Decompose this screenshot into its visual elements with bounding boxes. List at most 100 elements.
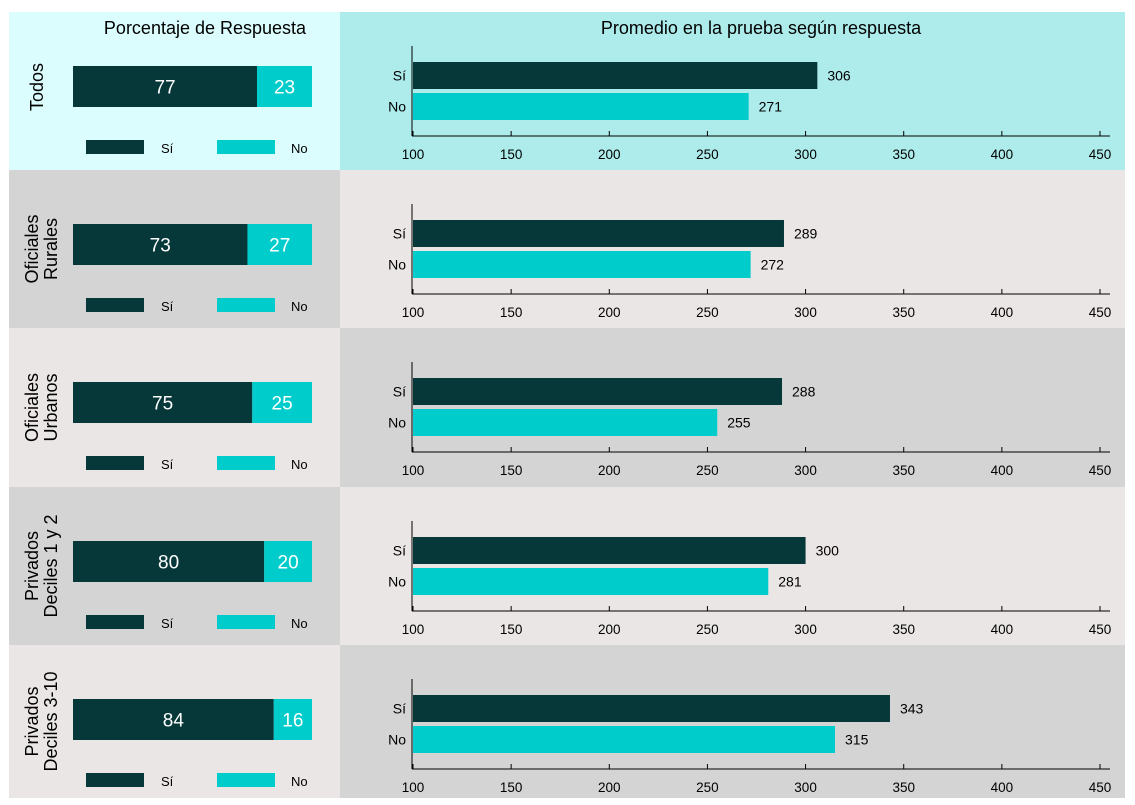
x-tick-label: 400	[991, 147, 1014, 162]
category-label-no: No	[388, 99, 406, 115]
x-tick-label: 250	[696, 305, 719, 320]
score-value-yes: 343	[900, 701, 924, 717]
x-tick-label: 100	[402, 622, 425, 637]
x-tick-label: 300	[794, 622, 817, 637]
pct-bar-yes	[73, 699, 274, 740]
pct-bar-no	[264, 541, 312, 582]
group-label: Privados	[22, 531, 42, 601]
pct-label-yes: 84	[163, 711, 185, 732]
score-bar-yes	[413, 695, 890, 722]
score-bar-no	[413, 409, 718, 436]
x-tick-label: 450	[1089, 780, 1112, 795]
category-label-yes: Sí	[393, 701, 406, 717]
category-label-no: No	[388, 732, 406, 748]
x-tick-label: 450	[1089, 622, 1112, 637]
right-panel-background	[340, 170, 1125, 328]
legend-label-yes: Sí	[161, 774, 174, 789]
score-bar-yes	[413, 378, 783, 405]
score-bar-no	[413, 726, 836, 753]
legend-label-no: No	[291, 141, 308, 156]
pct-label-yes: 75	[152, 394, 173, 415]
pct-label-no: 20	[278, 553, 299, 574]
x-tick-label: 150	[500, 622, 523, 637]
legend-swatch-no	[217, 615, 275, 629]
x-tick-label: 350	[892, 780, 915, 795]
legend-label-yes: Sí	[161, 299, 174, 314]
score-value-no: 255	[727, 415, 751, 431]
legend-swatch-no	[217, 298, 275, 312]
x-tick-label: 350	[892, 305, 915, 320]
legend-label-no: No	[291, 457, 308, 472]
score-value-yes: 300	[816, 543, 840, 559]
legend-label-no: No	[291, 616, 308, 631]
right-panel-background	[340, 487, 1125, 645]
x-tick-label: 300	[794, 305, 817, 320]
x-tick-label: 200	[598, 147, 621, 162]
left-header-title: Porcentaje de Respuesta	[104, 18, 307, 38]
legend-swatch-yes	[86, 615, 144, 629]
pct-bar-no	[252, 382, 312, 423]
pct-bar-yes	[73, 541, 265, 582]
pct-bar-yes	[73, 382, 253, 423]
group-label: Oficiales	[22, 373, 42, 442]
pct-label-yes: 80	[158, 553, 179, 574]
category-label-yes: Sí	[393, 384, 406, 400]
score-value-yes: 306	[827, 68, 851, 84]
x-tick-label: 450	[1089, 305, 1112, 320]
x-tick-label: 150	[500, 463, 523, 478]
x-tick-label: 300	[794, 780, 817, 795]
pct-label-yes: 73	[150, 236, 171, 257]
legend-label-yes: Sí	[161, 616, 174, 631]
score-value-yes: 288	[792, 384, 816, 400]
group-label: Deciles 3-10	[41, 671, 61, 771]
score-value-no: 272	[761, 257, 785, 273]
x-tick-label: 350	[892, 147, 915, 162]
pct-bar-yes	[73, 66, 258, 107]
x-tick-label: 150	[500, 305, 523, 320]
score-bar-yes	[413, 537, 806, 564]
group-label: Deciles 1 y 2	[41, 514, 61, 617]
legend-label-yes: Sí	[161, 141, 174, 156]
category-label-yes: Sí	[393, 543, 406, 559]
x-tick-label: 250	[696, 147, 719, 162]
x-tick-label: 400	[991, 305, 1014, 320]
score-value-no: 271	[759, 99, 783, 115]
score-bar-no	[413, 251, 751, 278]
x-tick-label: 300	[794, 147, 817, 162]
pct-bar-yes	[73, 224, 248, 265]
legend-label-no: No	[291, 299, 308, 314]
score-value-yes: 289	[794, 226, 818, 242]
score-value-no: 315	[845, 732, 869, 748]
x-tick-label: 200	[598, 780, 621, 795]
group-label: Urbanos	[41, 373, 61, 441]
x-tick-label: 100	[402, 780, 425, 795]
x-tick-label: 150	[500, 780, 523, 795]
group-label: Rurales	[41, 218, 61, 280]
legend-swatch-yes	[86, 773, 144, 787]
x-tick-label: 200	[598, 305, 621, 320]
pct-label-yes: 77	[154, 78, 175, 99]
legend-swatch-no	[217, 140, 275, 154]
score-bar-no	[413, 93, 749, 120]
legend-swatch-no	[217, 773, 275, 787]
pct-bar-no	[247, 224, 312, 265]
group-label: Oficiales	[22, 214, 42, 283]
category-label-no: No	[388, 257, 406, 273]
x-tick-label: 450	[1089, 147, 1112, 162]
legend-label-no: No	[291, 774, 308, 789]
group-label: Todos	[27, 63, 47, 111]
x-tick-label: 300	[794, 463, 817, 478]
x-tick-label: 250	[696, 780, 719, 795]
x-tick-label: 250	[696, 622, 719, 637]
pct-label-no: 23	[274, 78, 295, 99]
x-tick-label: 350	[892, 463, 915, 478]
legend-label-yes: Sí	[161, 457, 174, 472]
pct-label-no: 25	[272, 394, 293, 415]
score-bar-no	[413, 568, 769, 595]
category-label-no: No	[388, 574, 406, 590]
score-bar-yes	[413, 220, 784, 247]
right-panel-background	[340, 12, 1125, 170]
score-value-no: 281	[778, 574, 802, 590]
x-tick-label: 450	[1089, 463, 1112, 478]
